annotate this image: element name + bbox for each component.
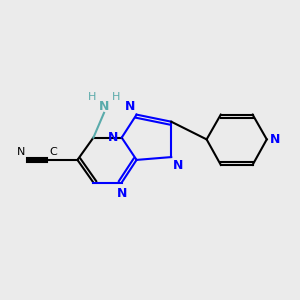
Text: N: N bbox=[270, 133, 281, 146]
Text: N: N bbox=[116, 187, 127, 200]
Text: N: N bbox=[173, 159, 183, 172]
Text: N: N bbox=[99, 100, 109, 113]
Text: N: N bbox=[108, 131, 118, 144]
Text: N: N bbox=[17, 147, 26, 157]
Text: H: H bbox=[87, 92, 96, 102]
Text: C: C bbox=[50, 147, 57, 157]
Text: N: N bbox=[124, 100, 135, 113]
Text: H: H bbox=[112, 92, 121, 102]
